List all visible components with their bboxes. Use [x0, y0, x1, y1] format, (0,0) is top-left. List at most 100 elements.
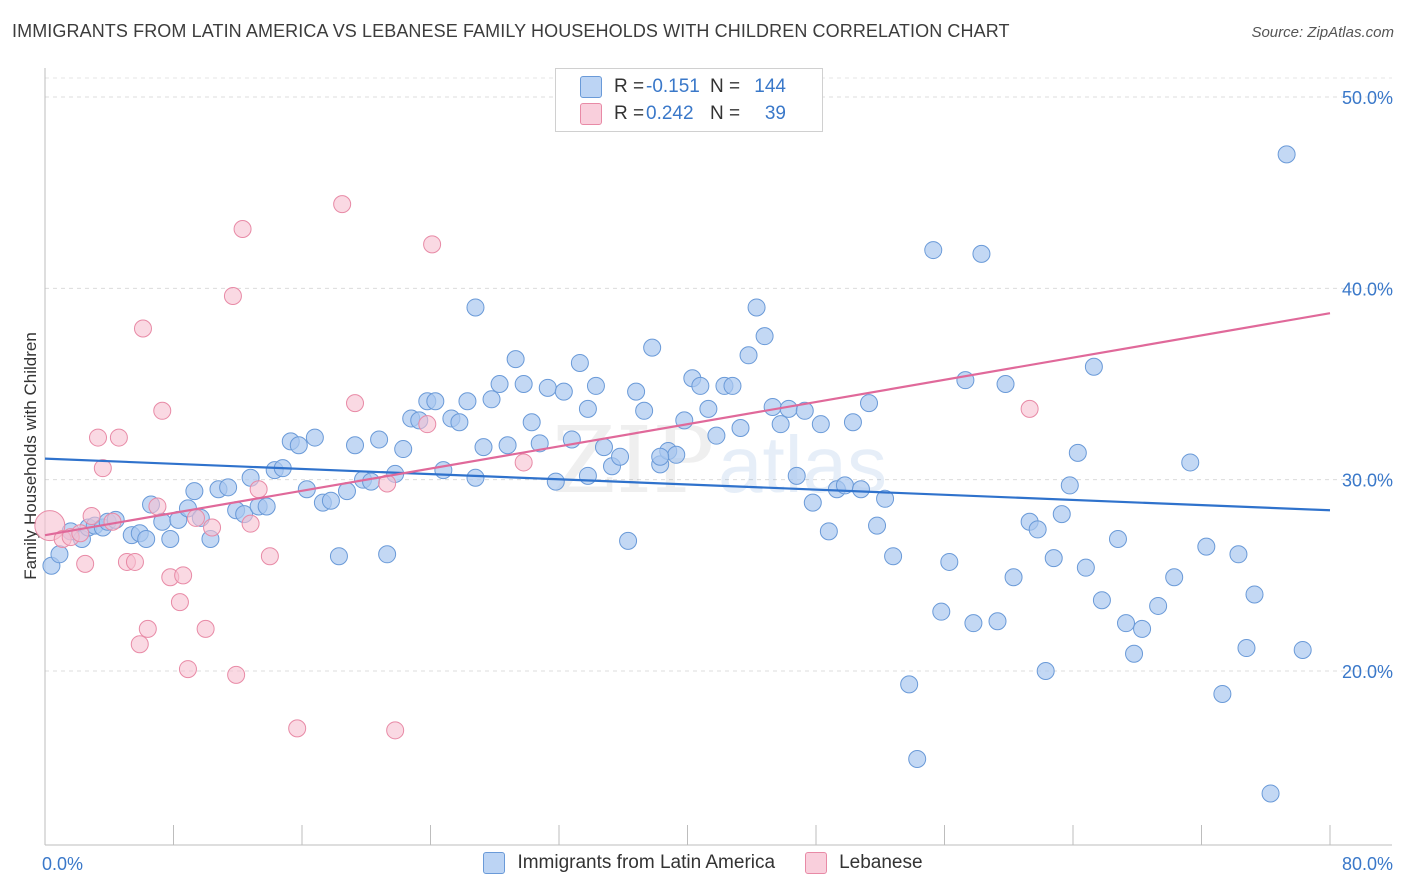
data-point-lebanese — [148, 497, 167, 516]
data-point-immigrants — [908, 750, 927, 769]
legend-label-lebanese: Lebanese — [839, 852, 923, 873]
watermark: ZIP atlas — [552, 407, 887, 514]
data-point-immigrants — [321, 491, 340, 510]
data-point-immigrants — [1149, 596, 1168, 615]
data-point-lebanese — [1020, 399, 1039, 418]
data-point-immigrants — [490, 375, 509, 393]
data-point-lebanese — [223, 286, 242, 305]
n-label: N = — [710, 76, 741, 97]
data-point-immigrants — [932, 602, 951, 621]
data-point-immigrants — [474, 438, 493, 457]
legend-item-lebanese: Lebanese — [805, 852, 923, 874]
axes — [44, 68, 1392, 846]
x-tick-label: 0.0% — [42, 854, 83, 874]
r-value: -0.151 — [646, 76, 700, 97]
data-point-lebanese — [514, 453, 533, 472]
r-value: 0.242 — [646, 103, 694, 124]
data-point-immigrants — [964, 614, 983, 633]
data-point-immigrants — [667, 445, 686, 464]
data-point-immigrants — [346, 436, 365, 455]
data-point-immigrants — [876, 489, 895, 508]
data-point-immigrants — [370, 430, 389, 449]
data-point-immigrants — [378, 545, 397, 564]
n-label: N = — [710, 103, 741, 124]
data-point-immigrants — [988, 612, 1007, 631]
data-point-immigrants — [289, 436, 308, 455]
data-point-lebanese — [109, 428, 128, 447]
r-label: R = — [614, 76, 645, 97]
data-point-immigrants — [1084, 357, 1103, 376]
n-value: 39 — [764, 103, 786, 124]
data-point-immigrants — [482, 390, 501, 409]
data-point-immigrants — [50, 545, 69, 564]
data-point-immigrants — [1229, 545, 1248, 564]
data-point-immigrants — [1245, 585, 1264, 604]
data-point-immigrants — [578, 466, 597, 485]
data-point-immigrants — [1237, 639, 1256, 658]
trend-lines — [44, 312, 1331, 537]
data-point-immigrants — [578, 399, 597, 418]
data-point-immigrants — [972, 244, 991, 263]
data-point-lebanese — [174, 566, 193, 585]
n-value: 144 — [754, 76, 786, 97]
data-point-immigrants — [611, 447, 630, 466]
data-point-immigrants — [996, 375, 1015, 393]
data-point-immigrants — [466, 468, 485, 487]
data-point-lebanese — [153, 401, 172, 420]
legend-row-lebanese: R = 0.242 N = 39 — [580, 101, 786, 127]
series-legend: Immigrants from Latin America Lebanese — [0, 852, 1406, 874]
data-point-lebanese — [125, 552, 144, 571]
data-point-lebanese — [288, 719, 307, 738]
data-point-immigrants — [699, 399, 718, 418]
data-point-immigrants — [1060, 476, 1079, 495]
data-point-lebanese — [138, 619, 157, 638]
data-point-lebanese — [423, 235, 442, 254]
legend-swatch-pink — [805, 852, 828, 874]
data-point-immigrants — [635, 401, 654, 420]
data-point-immigrants — [434, 461, 453, 480]
data-point-immigrants — [811, 415, 830, 434]
data-point-immigrants — [594, 438, 613, 457]
data-point-immigrants — [924, 241, 943, 260]
data-point-immigrants — [900, 675, 919, 694]
legend-item-immigrants: Immigrants from Latin America — [483, 852, 775, 874]
data-point-lebanese — [93, 459, 112, 478]
data-point-immigrants — [1261, 784, 1280, 803]
data-point-immigrants — [643, 338, 662, 357]
data-point-immigrants — [723, 376, 742, 395]
data-point-lebanese — [76, 554, 95, 573]
legend-swatch-blue — [483, 852, 506, 874]
data-point-immigrants — [1293, 640, 1312, 659]
data-point-immigrants — [522, 413, 541, 432]
data-point-immigrants — [546, 472, 565, 491]
data-point-immigrants — [1092, 591, 1111, 610]
data-point-immigrants — [219, 478, 238, 497]
data-point-immigrants — [819, 522, 838, 541]
data-point-immigrants — [426, 392, 445, 411]
data-point-immigrants — [554, 382, 573, 401]
data-point-immigrants — [843, 413, 862, 432]
data-point-immigrants — [731, 419, 750, 438]
data-point-immigrants — [506, 350, 525, 369]
data-point-immigrants — [755, 327, 774, 346]
y-tick-label: 30.0% — [1342, 471, 1393, 491]
stats-legend: R = -0.151 N = 144 R = 0.242 N = 39 — [555, 68, 823, 132]
data-point-lebanese — [196, 619, 215, 638]
data-point-immigrants — [627, 382, 646, 401]
data-point-immigrants — [450, 413, 469, 432]
tick-labels: 20.0% 30.0% 40.0% 50.0% 0.0% 80.0% — [42, 88, 1393, 874]
data-point-lebanese — [418, 415, 437, 434]
data-point-lebanese — [130, 635, 149, 654]
data-point-immigrants — [1277, 145, 1296, 164]
x-tick-label: 80.0% — [1342, 854, 1393, 874]
data-point-immigrants — [1076, 558, 1095, 577]
source-credit: Source: ZipAtlas.com — [1251, 24, 1394, 41]
y-tick-label: 50.0% — [1342, 88, 1393, 108]
data-point-immigrants — [1165, 568, 1184, 587]
data-point-immigrants — [305, 428, 324, 447]
legend-row-immigrants: R = -0.151 N = 144 — [580, 74, 786, 100]
data-point-lebanese — [82, 507, 101, 526]
data-point-immigrants — [1036, 662, 1055, 680]
data-point-immigrants — [747, 298, 766, 317]
data-point-lebanese — [227, 665, 246, 684]
